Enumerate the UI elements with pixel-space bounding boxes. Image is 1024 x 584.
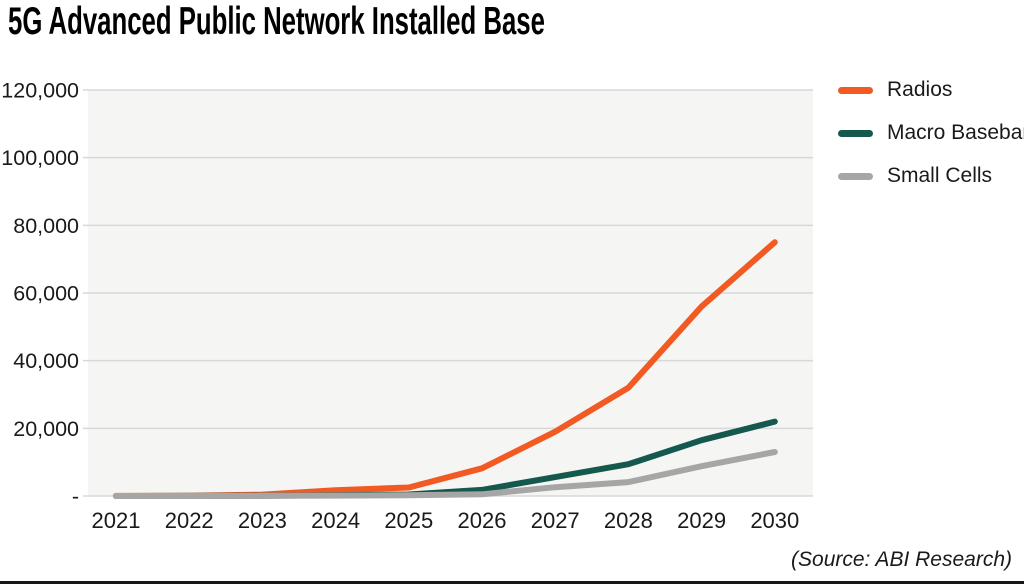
y-axis-tick-label: 120,000 — [1, 79, 79, 103]
x-axis-tick-label: 2023 — [238, 508, 287, 533]
legend-label-small-cells: Small Cells — [887, 164, 993, 187]
x-axis-tick-label: 2029 — [677, 508, 726, 533]
macro-baseband-line-swatch — [838, 129, 873, 137]
x-axis-tick-label: 2024 — [311, 508, 360, 533]
source-note: (Source: ABI Research) — [791, 548, 1012, 571]
x-axis-tick-label: 2022 — [165, 508, 214, 533]
y-axis-tick-label: 60,000 — [13, 282, 79, 306]
x-axis-tick-label: 2021 — [92, 508, 141, 533]
bottom-divider — [0, 581, 1024, 584]
y-axis-tick-label: 40,000 — [13, 349, 79, 373]
legend-label-radios: Radios — [887, 78, 953, 101]
y-axis-tick-label: 100,000 — [1, 146, 79, 170]
x-axis-tick-label: 2025 — [384, 508, 433, 533]
legend-item-small-cells: Small Cells — [838, 164, 1024, 187]
x-axis-tick-label: 2027 — [531, 508, 580, 533]
x-axis-tick-label: 2026 — [458, 508, 507, 533]
radios-line-swatch — [838, 86, 873, 94]
y-axis-tick-label: 20,000 — [13, 417, 79, 441]
y-axis-tick-label: - — [72, 485, 79, 509]
legend-item-radios: Radios — [838, 78, 1024, 101]
y-axis-tick-label: 80,000 — [13, 214, 79, 238]
series-line-small-cells — [113, 449, 778, 499]
legend-item-macro-baseband: Macro Baseband — [838, 121, 1024, 144]
x-axis-tick-label: 2030 — [750, 508, 799, 533]
x-axis-tick-label: 2028 — [604, 508, 653, 533]
chart-legend: Radios Macro Baseband Small Cells — [838, 78, 1024, 208]
chart-title: 5G Advanced Public Network Installed Bas… — [8, 0, 545, 43]
small-cells-line-swatch — [838, 172, 873, 180]
legend-label-macro-baseband: Macro Baseband — [887, 121, 1024, 144]
